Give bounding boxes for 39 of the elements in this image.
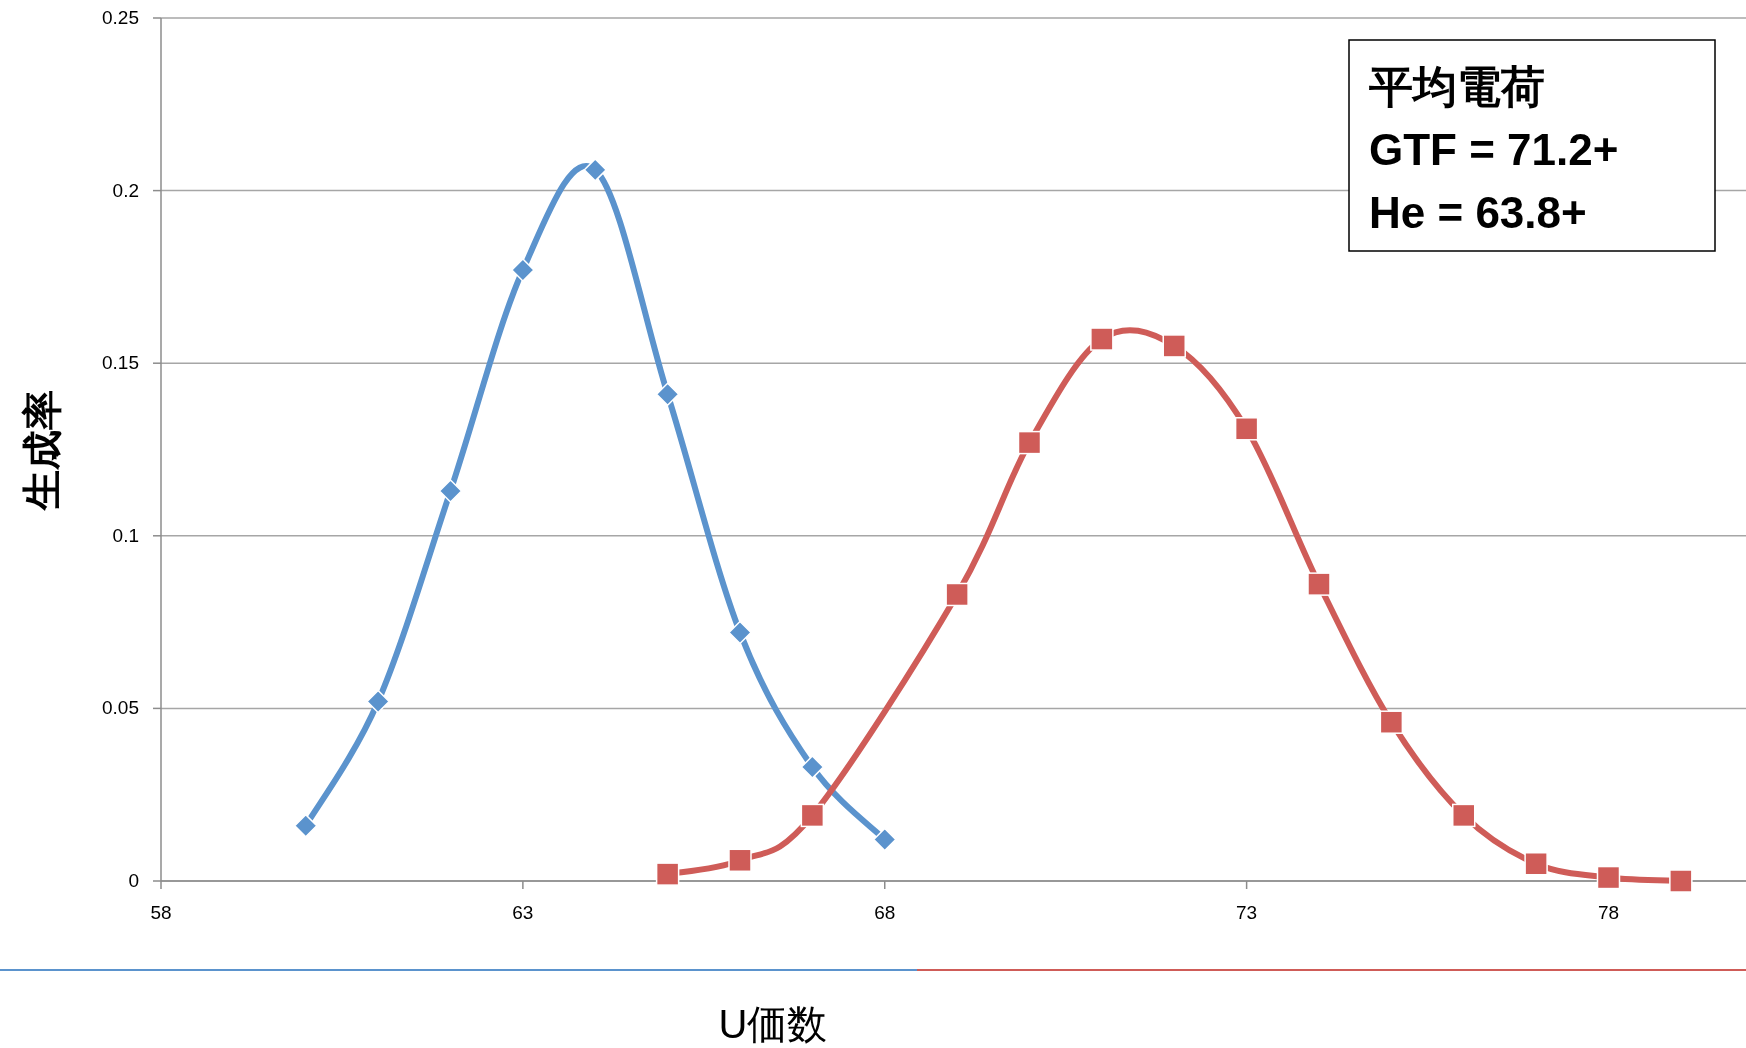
point bbox=[1596, 865, 1621, 890]
point bbox=[655, 382, 680, 407]
x-tick-label: 68 bbox=[874, 902, 896, 923]
point bbox=[800, 803, 825, 828]
point bbox=[1090, 327, 1114, 351]
annotation: 平均電荷 bbox=[1369, 62, 1545, 111]
annotation: GTF = 71.2+ bbox=[1369, 125, 1619, 174]
point bbox=[1524, 851, 1548, 876]
point bbox=[583, 158, 607, 182]
x-tick-label: 73 bbox=[1236, 902, 1258, 923]
y-axis-title: 生成率 bbox=[20, 389, 64, 511]
y-tick-label: 0.25 bbox=[102, 7, 139, 28]
y-tick-label: 0.15 bbox=[102, 352, 139, 374]
y-tick-label: 0.1 bbox=[112, 524, 139, 546]
point bbox=[1017, 430, 1042, 455]
x-axis-title: U価数 bbox=[718, 1002, 828, 1046]
point bbox=[1307, 572, 1331, 596]
point bbox=[800, 755, 825, 779]
point bbox=[1451, 803, 1476, 828]
x-tick-label: 63 bbox=[512, 902, 534, 923]
point bbox=[945, 582, 969, 607]
point bbox=[728, 620, 752, 645]
y-tick-label: 0 bbox=[128, 870, 139, 891]
x-tick-label: 78 bbox=[1597, 902, 1620, 923]
point bbox=[655, 862, 680, 886]
point bbox=[294, 814, 318, 838]
y-tick-label: 0.2 bbox=[112, 179, 139, 201]
x-tick-label: 58 bbox=[150, 902, 172, 923]
point bbox=[511, 258, 535, 282]
point bbox=[1162, 334, 1186, 358]
point bbox=[728, 848, 752, 873]
point bbox=[438, 479, 463, 503]
point bbox=[1669, 869, 1693, 893]
point bbox=[1234, 417, 1259, 441]
point bbox=[366, 689, 390, 714]
point bbox=[1379, 710, 1404, 734]
point bbox=[872, 827, 897, 852]
y-tick-label: 0.05 bbox=[102, 697, 139, 719]
annotation: He = 63.8+ bbox=[1369, 188, 1587, 237]
